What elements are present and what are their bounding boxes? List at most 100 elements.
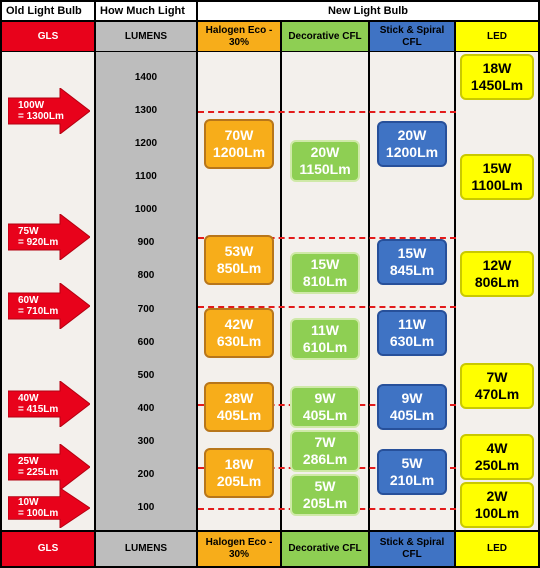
cfl-deco-box-watts: 9W [314, 390, 336, 407]
footer-gls: GLS [2, 532, 94, 566]
category-cfl-stick: Stick & Spiral CFL [370, 22, 454, 51]
cfl-stick-box: 20W 1200Lm [377, 121, 447, 168]
led-box: 12W 806Lm [460, 251, 534, 298]
led-box-lumens: 806Lm [474, 274, 520, 291]
gls-watts: 60W [18, 295, 39, 307]
cfl-deco-box-watts: 20W [310, 143, 340, 160]
gls-arrow: 25W = 225Lm [8, 443, 90, 490]
halogen-box-watts: 42W [224, 315, 254, 332]
halogen-box-lumens: 1200Lm [212, 144, 266, 161]
cfl-deco-box: 20W 1150Lm [290, 139, 360, 182]
cfl-deco-box-watts: 5W [314, 478, 336, 495]
halogen-box-lumens: 630Lm [216, 332, 262, 349]
cfl-deco-box-watts: 7W [314, 434, 336, 451]
cfl-deco-box-lumens: 1150Lm [299, 160, 351, 177]
cfl-deco-box-lumens: 810Lm [302, 273, 348, 290]
y-tick-label: 500 [137, 369, 155, 381]
cfl-deco-box: 5W 205Lm [290, 474, 360, 517]
led-box-watts: 2W [486, 488, 508, 504]
threshold-line [198, 237, 456, 239]
gls-arrow: 40W = 415Lm [8, 380, 90, 427]
led-box: 2W 100Lm [460, 482, 534, 528]
gls-watts: 25W [18, 455, 39, 467]
led-box-watts: 4W [486, 440, 508, 456]
cfl-stick-box-lumens: 845Lm [389, 261, 435, 278]
cfl-deco-box-lumens: 405Lm [302, 407, 348, 424]
cfl-stick-box-watts: 15W [397, 244, 427, 261]
cfl-stick-box-watts: 11W [397, 315, 426, 332]
cfl-deco-box: 7W 286Lm [290, 430, 360, 473]
y-tick-label: 1200 [134, 138, 158, 150]
halogen-box-lumens: 205Lm [216, 473, 262, 490]
category-cfl-deco: Decorative CFL [282, 22, 368, 51]
footer-cfl-deco: Decorative CFL [282, 532, 368, 566]
footer-led: LED [456, 532, 538, 566]
led-box-lumens: 1450Lm [470, 77, 524, 93]
cfl-stick-box: 15W 845Lm [377, 238, 447, 285]
cfl-deco-box: 15W 810Lm [290, 252, 360, 295]
category-led: LED [456, 22, 538, 51]
halogen-box-lumens: 405Lm [216, 407, 262, 424]
category-halogen: Halogen Eco - 30% [198, 22, 280, 51]
led-box-watts: 18W [482, 60, 512, 76]
y-tick-label: 700 [137, 303, 155, 315]
led-box-lumens: 250Lm [474, 457, 520, 473]
gls-arrow: 10W = 100Lm [8, 488, 90, 528]
halogen-box-watts: 28W [224, 390, 254, 407]
y-tick-label: 800 [137, 270, 155, 282]
led-box-watts: 12W [482, 257, 512, 274]
halogen-box-watts: 18W [224, 456, 254, 473]
halogen-box: 18W 205Lm [204, 448, 274, 499]
column-lumens [96, 52, 196, 530]
y-tick-label: 200 [137, 468, 155, 480]
gls-lumens: = 1300Lm [18, 111, 64, 123]
led-box-watts: 7W [486, 368, 508, 385]
gls-watts: 75W [18, 225, 39, 237]
led-box: 18W 1450Lm [460, 54, 534, 100]
gls-lumens: = 415Lm [18, 403, 59, 415]
gls-watts: 100W [18, 100, 45, 112]
y-tick-label: 1000 [134, 204, 158, 216]
y-tick-label: 400 [137, 402, 155, 414]
gls-watts: 10W [18, 497, 39, 508]
led-box-watts: 15W [482, 160, 512, 177]
cfl-stick-box-watts: 20W [397, 127, 427, 144]
gls-lumens: = 710Lm [18, 306, 59, 318]
cfl-deco-box-watts: 11W [310, 322, 339, 339]
cfl-stick-box-watts: 5W [401, 454, 423, 471]
cfl-deco-box-lumens: 205Lm [302, 495, 348, 512]
led-box: 7W 470Lm [460, 362, 534, 409]
halogen-box: 53W 850Lm [204, 234, 274, 285]
led-box: 4W 250Lm [460, 434, 534, 480]
led-box: 15W 1100Lm [460, 154, 534, 201]
gls-arrow: 60W = 710Lm [8, 283, 90, 330]
gls-lumens: = 100Lm [18, 508, 59, 519]
gls-lumens: = 225Lm [18, 466, 59, 478]
cfl-deco-box-watts: 15W [310, 256, 340, 273]
header-how-much-light: How Much Light [96, 2, 196, 20]
cfl-stick-box-lumens: 210Lm [389, 471, 435, 488]
gls-arrow: 75W = 920Lm [8, 213, 90, 260]
category-gls: GLS [2, 22, 94, 51]
threshold-line [198, 306, 456, 308]
cfl-deco-box: 11W 610Lm [290, 318, 360, 361]
cfl-stick-box-lumens: 405Lm [389, 407, 435, 424]
gls-lumens: = 920Lm [18, 236, 59, 248]
led-box-lumens: 1100Lm [471, 177, 523, 194]
halogen-box-watts: 70W [224, 127, 254, 144]
halogen-box: 42W 630Lm [204, 307, 274, 358]
y-tick-label: 600 [137, 336, 155, 348]
gls-watts: 40W [18, 392, 39, 404]
gls-arrow: 100W = 1300Lm [8, 88, 90, 135]
led-box-lumens: 100Lm [474, 505, 520, 521]
halogen-box-watts: 53W [224, 242, 254, 259]
halogen-box-lumens: 850Lm [216, 259, 262, 276]
halogen-box: 70W 1200Lm [204, 119, 274, 170]
header-new-bulb: New Light Bulb [198, 2, 538, 20]
cfl-stick-box-lumens: 630Lm [389, 332, 435, 349]
footer-lumens: LUMENS [96, 532, 196, 566]
cfl-deco-box: 9W 405Lm [290, 386, 360, 429]
y-tick-label: 100 [137, 502, 155, 513]
cfl-stick-box: 9W 405Lm [377, 384, 447, 431]
y-tick-label: 1100 [135, 171, 157, 183]
